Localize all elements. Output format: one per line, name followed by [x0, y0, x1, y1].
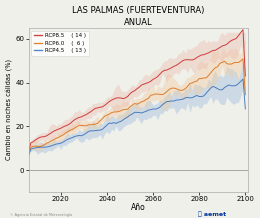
X-axis label: Año: Año	[131, 203, 145, 213]
Text: © Agencia Estatal de Meteorología: © Agencia Estatal de Meteorología	[10, 213, 73, 217]
Text: 🧭 aemet: 🧭 aemet	[198, 211, 226, 217]
Legend: RCP8.5    ( 14 ), RCP6.0    (  6 ), RCP4.5    ( 13 ): RCP8.5 ( 14 ), RCP6.0 ( 6 ), RCP4.5 ( 13…	[31, 31, 89, 56]
Title: LAS PALMAS (FUERTEVENTURA)
ANUAL: LAS PALMAS (FUERTEVENTURA) ANUAL	[72, 5, 204, 27]
Y-axis label: Cambio en noches cálidas (%): Cambio en noches cálidas (%)	[5, 59, 12, 160]
